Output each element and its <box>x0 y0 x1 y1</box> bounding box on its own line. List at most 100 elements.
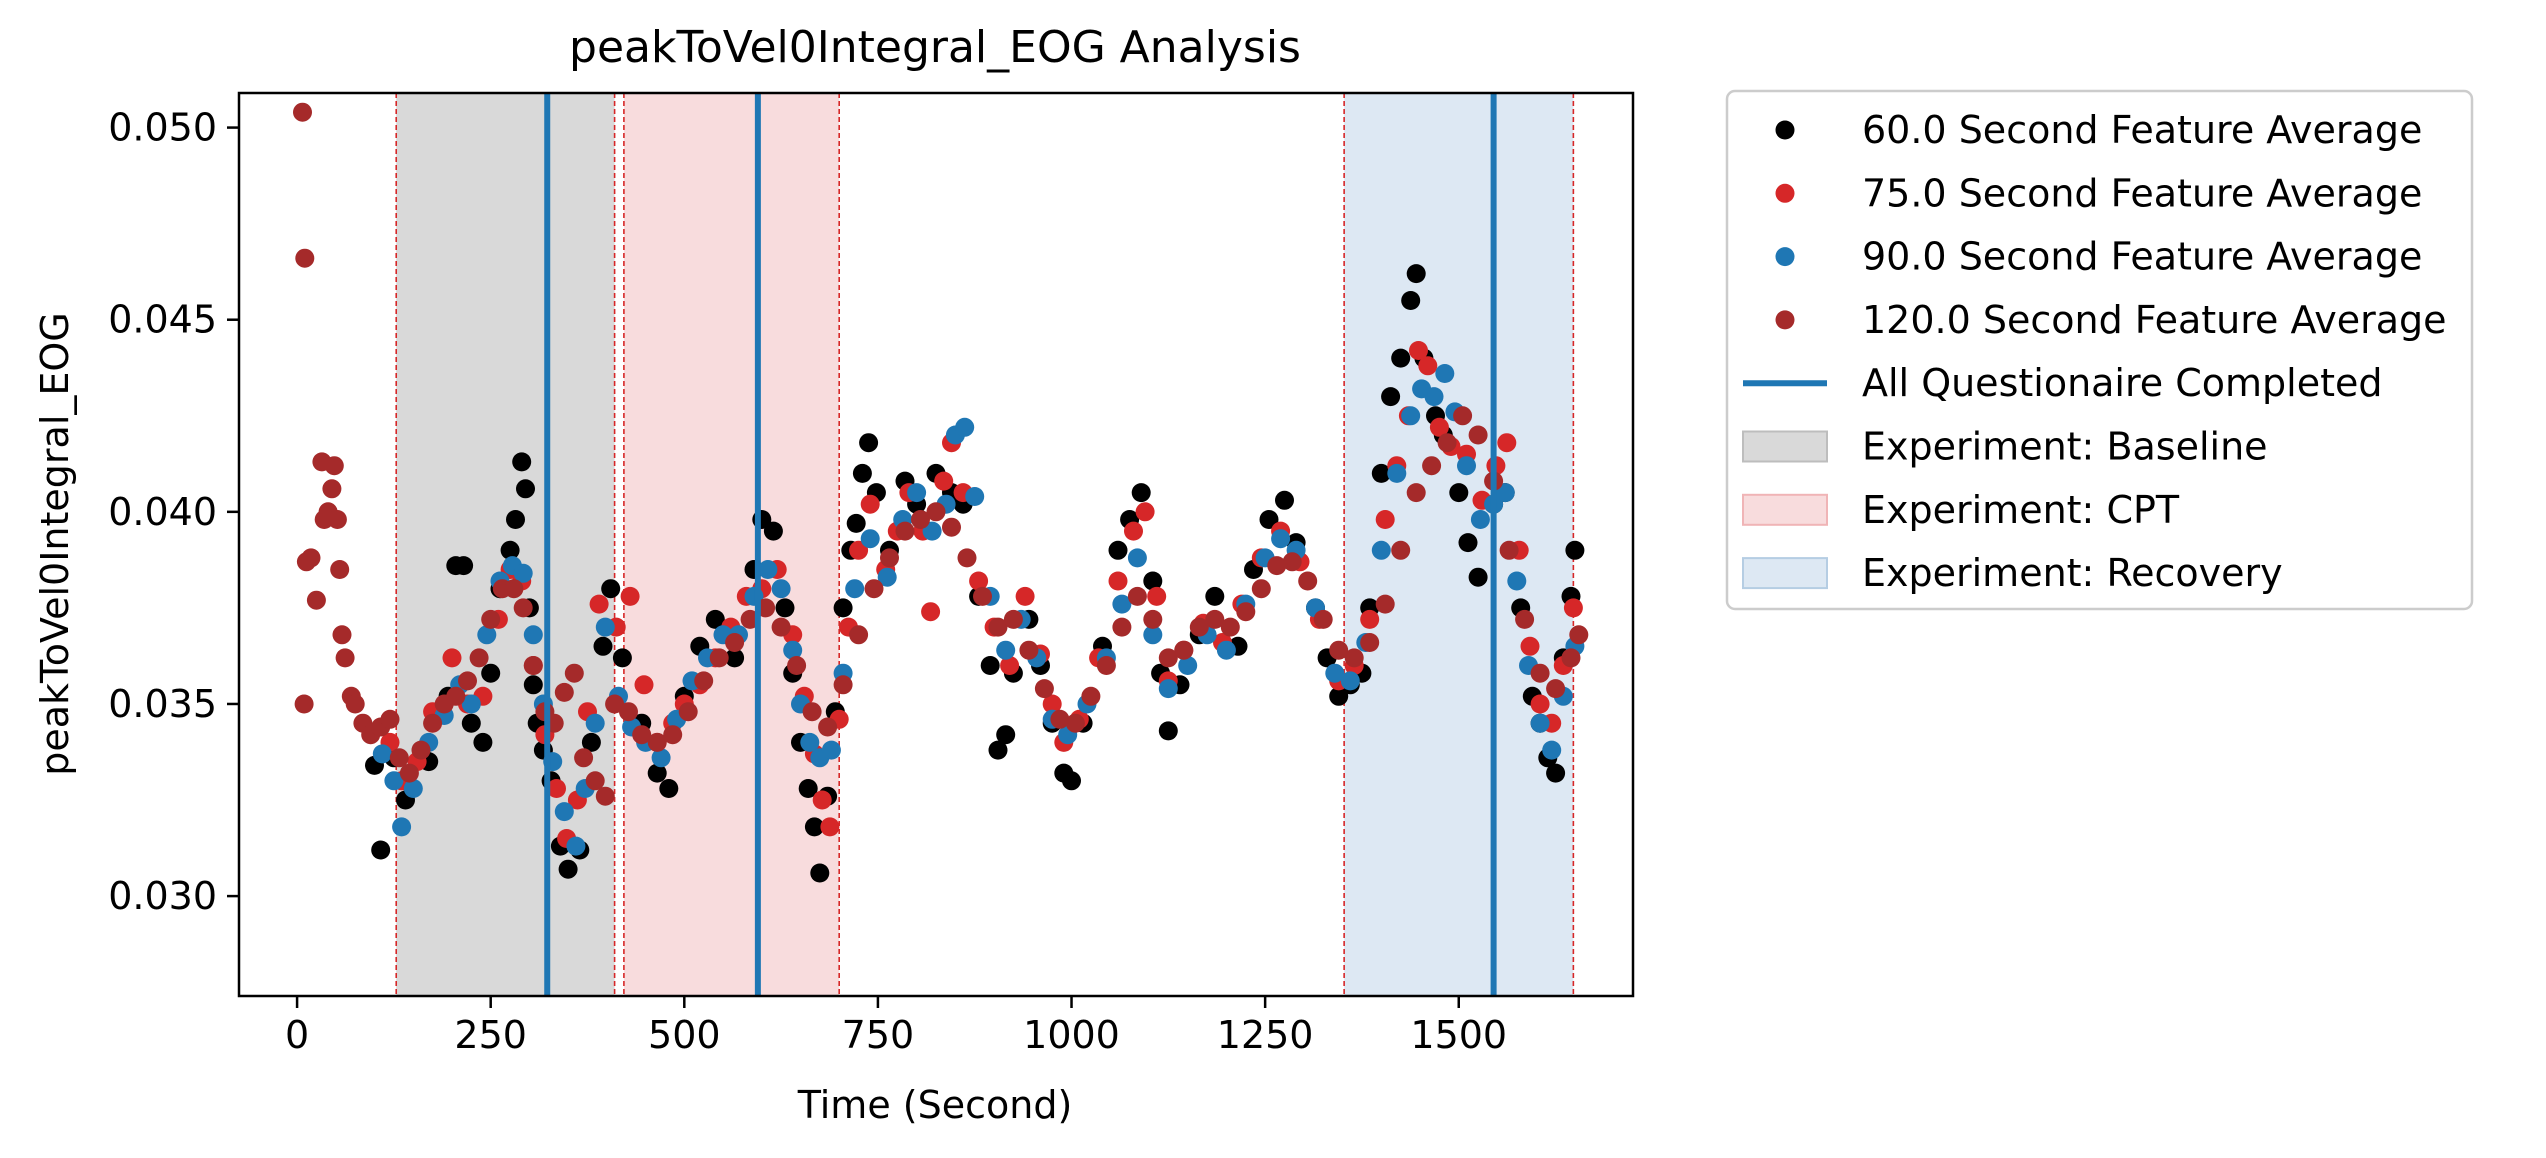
point-s3-47 <box>694 671 714 691</box>
point-s0-78 <box>1205 586 1225 606</box>
point-s0-30 <box>659 779 679 798</box>
point-s1-55 <box>1108 571 1128 591</box>
legend-label-7: Experiment: Recovery <box>1862 551 2283 595</box>
point-s1-4 <box>442 648 462 668</box>
point-s3-42 <box>619 702 638 722</box>
point-s2-76 <box>1435 364 1455 383</box>
point-s3-104 <box>1569 625 1589 645</box>
point-s0-12 <box>500 540 520 560</box>
point-s2-42 <box>907 483 927 503</box>
point-s3-32 <box>513 598 533 618</box>
point-s0-94 <box>1406 264 1426 284</box>
point-s3-5 <box>306 590 326 610</box>
y-tick-label-1: 0.035 <box>108 682 217 726</box>
point-s0-98 <box>1449 483 1469 503</box>
point-s2-2 <box>392 817 412 837</box>
point-s3-97 <box>1468 425 1488 445</box>
point-s2-12 <box>523 625 543 645</box>
legend-label-1: 75.0 Second Feature Average <box>1862 171 2422 215</box>
point-s3-68 <box>1019 640 1039 660</box>
point-s3-69 <box>1034 679 1054 699</box>
point-s3-72 <box>1081 686 1101 706</box>
point-s3-79 <box>1189 617 1209 637</box>
point-s1-74 <box>1409 341 1428 360</box>
point-s2-7 <box>461 694 481 714</box>
x-axis-ticks: 0 250 500 750 1000 1250 1500 <box>285 996 1507 1057</box>
point-s2-3 <box>403 779 423 798</box>
x-tick-label-3: 750 <box>842 1013 915 1057</box>
point-s3-9 <box>322 479 342 499</box>
point-s2-38 <box>845 579 865 599</box>
point-s1-81 <box>1497 433 1517 453</box>
point-s3-60 <box>895 521 915 541</box>
point-s2-1 <box>384 771 404 791</box>
point-s3-83 <box>1251 579 1271 599</box>
x-tick-label-2: 500 <box>648 1013 721 1057</box>
point-s0-22 <box>558 859 578 879</box>
point-s3-74 <box>1112 617 1132 637</box>
point-s3-40 <box>595 786 615 806</box>
point-s0-90 <box>1371 463 1391 483</box>
x-tick-label-0: 0 <box>285 1013 309 1057</box>
point-s0-107 <box>1546 763 1566 783</box>
point-s0-72 <box>1131 483 1151 503</box>
point-s3-11 <box>327 510 347 529</box>
point-s0-86 <box>1329 686 1349 706</box>
point-s1-12 <box>547 779 566 798</box>
point-s0-33 <box>705 609 725 629</box>
point-s2-81 <box>1495 483 1515 503</box>
point-s1-43 <box>934 471 954 491</box>
point-s1-51 <box>1042 694 1062 714</box>
point-s0-42 <box>804 817 824 837</box>
point-s2-68 <box>1325 663 1345 683</box>
point-s2-8 <box>477 625 497 645</box>
point-s0-9 <box>473 732 493 752</box>
point-s2-75 <box>1424 387 1444 407</box>
point-s0-10 <box>481 663 501 683</box>
point-s3-55 <box>818 717 838 737</box>
point-s3-66 <box>988 617 1008 637</box>
point-s3-54 <box>802 702 822 722</box>
point-s3-89 <box>1344 648 1364 668</box>
point-s0-7 <box>454 556 474 576</box>
point-s3-46 <box>678 702 698 722</box>
point-s3-43 <box>632 725 652 745</box>
point-s3-93 <box>1406 483 1426 503</box>
point-s3-65 <box>973 586 992 606</box>
point-s3-92 <box>1391 540 1411 560</box>
point-s0-8 <box>461 713 481 733</box>
point-s0-73 <box>1143 571 1163 591</box>
point-s0-14 <box>512 452 532 472</box>
point-s0-93 <box>1401 291 1421 310</box>
legend-label-5: Experiment: Baseline <box>1862 425 2268 469</box>
x-tick-label-5: 1250 <box>1217 1013 1314 1057</box>
point-s3-2 <box>295 248 315 268</box>
point-s3-88 <box>1329 640 1349 660</box>
point-s3-94 <box>1422 456 1442 476</box>
point-s3-85 <box>1282 552 1302 572</box>
point-s3-12 <box>330 560 350 579</box>
point-s3-103 <box>1561 648 1581 668</box>
point-s0-15 <box>516 479 535 499</box>
point-s1-36 <box>849 540 869 560</box>
point-s2-47 <box>965 487 985 506</box>
point-s2-69 <box>1340 671 1360 691</box>
point-s2-34 <box>800 732 820 752</box>
point-s3-37 <box>564 663 584 683</box>
y-tick-label-0: 0.030 <box>108 874 217 918</box>
point-s3-86 <box>1298 571 1318 591</box>
point-s3-39 <box>585 771 605 791</box>
point-s0-37 <box>763 521 783 541</box>
point-s3-14 <box>335 648 355 668</box>
region-1 <box>623 93 840 996</box>
legend-marker-7 <box>1742 557 1828 590</box>
point-s3-29 <box>481 609 501 629</box>
point-s0-41 <box>798 779 818 798</box>
legend-label-0: 60.0 Second Feature Average <box>1862 108 2422 152</box>
point-s1-87 <box>1563 598 1583 618</box>
point-s3-45 <box>663 725 683 745</box>
point-s1-58 <box>1147 586 1167 606</box>
point-s1-48 <box>1000 656 1020 675</box>
point-s2-30 <box>758 560 778 579</box>
